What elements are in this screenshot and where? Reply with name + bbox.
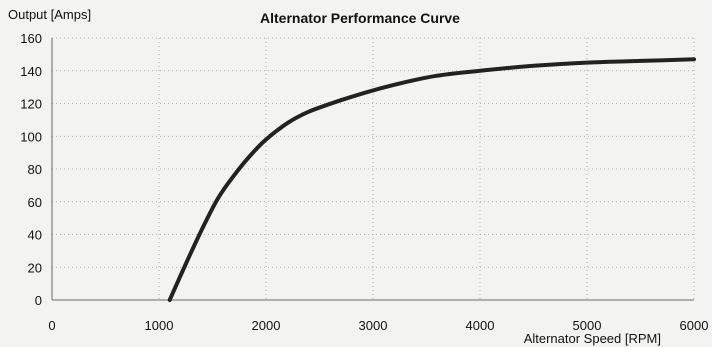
y-tick-label: 0: [35, 293, 42, 308]
y-tick-label: 160: [20, 31, 42, 46]
x-tick-label: 3000: [359, 318, 388, 333]
chart-title: Alternator Performance Curve: [260, 10, 460, 26]
x-tick-label: 5000: [573, 318, 602, 333]
tick-labels: 0 20 40 60 80 100 120 140 160 0 1000 2000 3000 4000 50…: [20, 31, 708, 333]
x-tick-label: 0: [48, 318, 55, 333]
x-tick-label: 2000: [252, 318, 281, 333]
x-tick-label: 4000: [466, 318, 495, 333]
grid: [52, 37, 695, 300]
series-line: [167, 57, 696, 302]
y-tick-label: 60: [28, 195, 42, 210]
y-axis-label: Output [Amps]: [8, 7, 91, 22]
x-tick-label: 1000: [145, 318, 174, 333]
y-tick-label: 40: [28, 228, 42, 243]
y-tick-label: 20: [28, 260, 42, 275]
y-tick-label: 140: [20, 64, 42, 79]
y-tick-label: 80: [28, 162, 42, 177]
x-axis-label: Alternator Speed [RPM]: [524, 331, 661, 346]
y-tick-label: 100: [20, 129, 42, 144]
y-tick-label: 120: [20, 97, 42, 112]
axes: [51, 38, 694, 301]
x-tick-label: 6000: [680, 318, 709, 333]
series: [167, 57, 696, 302]
